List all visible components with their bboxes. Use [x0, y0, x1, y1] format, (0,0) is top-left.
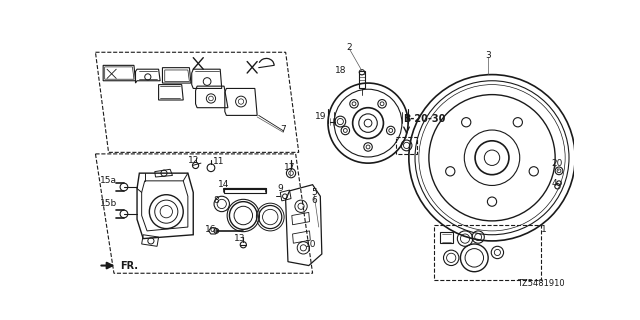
Text: 9: 9	[277, 184, 283, 193]
Text: 13: 13	[234, 234, 245, 243]
Text: 14: 14	[218, 180, 230, 189]
Text: FR.: FR.	[101, 260, 138, 270]
Text: 18: 18	[335, 66, 346, 75]
Text: TZ5481910: TZ5481910	[516, 279, 564, 288]
Text: 2: 2	[347, 43, 353, 52]
Text: 6: 6	[311, 196, 317, 204]
Text: 12: 12	[188, 156, 199, 164]
Bar	[440, 232, 452, 243]
Bar	[435, 225, 541, 280]
Text: 3: 3	[485, 51, 491, 60]
Text: 17: 17	[284, 163, 295, 172]
Text: B-20-30: B-20-30	[403, 114, 446, 124]
Bar	[224, 188, 266, 193]
Text: 4: 4	[552, 179, 557, 188]
Text: 5: 5	[311, 188, 317, 197]
Text: 19: 19	[314, 112, 326, 121]
Text: 16: 16	[205, 225, 217, 234]
Text: 1: 1	[541, 225, 547, 234]
Bar	[359, 71, 365, 88]
Text: 8: 8	[214, 196, 220, 204]
Text: 7: 7	[280, 125, 286, 134]
Text: 15a: 15a	[100, 176, 117, 185]
Text: 20: 20	[551, 159, 563, 168]
Text: 11: 11	[213, 157, 225, 166]
Text: 10: 10	[305, 240, 317, 249]
Bar	[396, 137, 417, 154]
Text: 15b: 15b	[100, 199, 117, 208]
